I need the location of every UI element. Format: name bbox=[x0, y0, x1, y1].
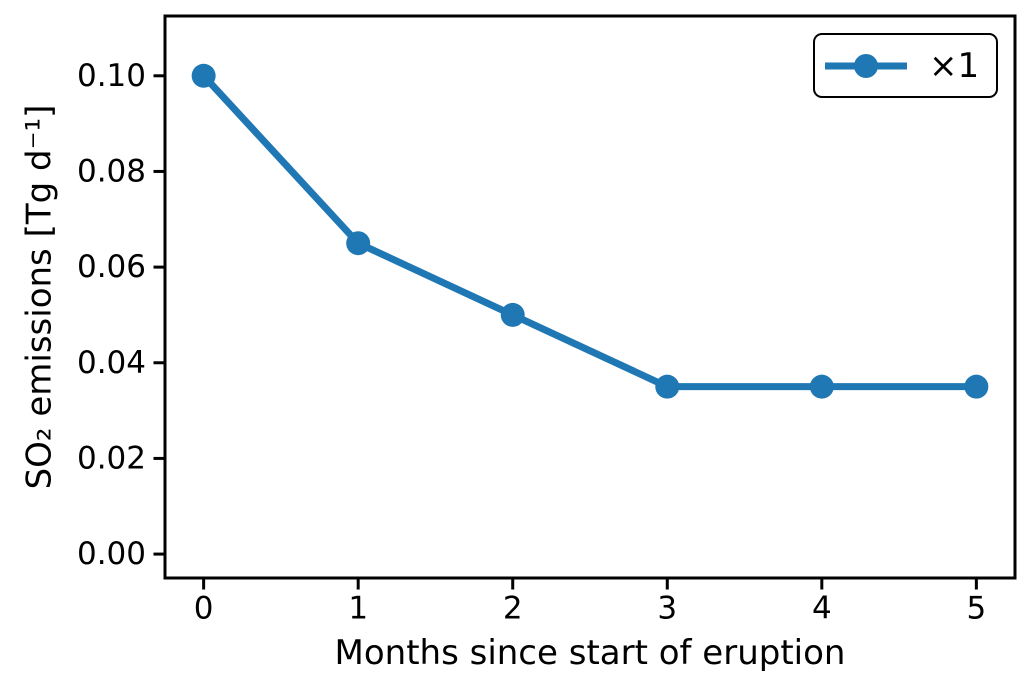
x-tick-label: 0 bbox=[194, 590, 214, 626]
data-point bbox=[346, 231, 371, 256]
data-line bbox=[201, 73, 977, 391]
legend-entry-label: ×1 bbox=[929, 45, 980, 86]
y-tick-label: 0.10 bbox=[77, 58, 146, 94]
y-tick-label: 0.02 bbox=[77, 440, 146, 476]
y-tick-label: 0.00 bbox=[77, 536, 146, 572]
legend: ×1 bbox=[813, 33, 998, 98]
x-tick-label: 4 bbox=[812, 590, 832, 626]
data-point bbox=[655, 374, 680, 399]
data-point bbox=[191, 63, 216, 88]
data-point bbox=[500, 302, 525, 327]
axes-spines bbox=[163, 14, 1017, 580]
y-tick-label: 0.04 bbox=[77, 345, 146, 381]
y-tick-label: 0.08 bbox=[77, 153, 146, 189]
x-tick-label: 5 bbox=[966, 590, 986, 626]
y-tick-label: 0.06 bbox=[77, 249, 146, 285]
x-tick-label: 2 bbox=[503, 590, 523, 626]
x-axis-label: Months since start of eruption bbox=[334, 633, 846, 673]
legend-line-marker-icon bbox=[825, 53, 907, 78]
data-point bbox=[809, 374, 834, 399]
data-point bbox=[964, 374, 989, 399]
x-tick-label: 1 bbox=[348, 590, 368, 626]
x-tick-label: 3 bbox=[657, 590, 677, 626]
